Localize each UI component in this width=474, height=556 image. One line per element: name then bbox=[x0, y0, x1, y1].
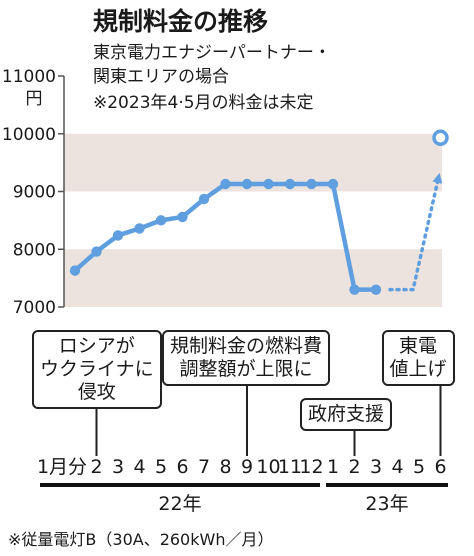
subtitle-line-3: ※2023年4·5月の料金は未定 bbox=[93, 93, 314, 113]
x-tick-label-0: 1月分 bbox=[37, 456, 87, 478]
annotation-line: 東電 bbox=[399, 335, 438, 357]
background-bands bbox=[64, 133, 442, 307]
data-point-4 bbox=[155, 215, 167, 226]
x-tick-label-8: 9 bbox=[241, 456, 253, 478]
x-tick-label-11: 12 bbox=[299, 456, 323, 478]
annotation-box-3: 東電 値上げ bbox=[381, 330, 455, 386]
annotation-line: 調整額が上限に bbox=[179, 358, 313, 380]
x-tick-label-3: 4 bbox=[133, 456, 145, 478]
data-point-12 bbox=[327, 178, 339, 190]
annotation-box-0: ロシアが ウクライナに 侵攻 bbox=[32, 330, 162, 409]
x-tick-label-16: 5 bbox=[413, 456, 425, 478]
year-label-23: 23年 bbox=[365, 493, 408, 515]
year-label-22: 22年 bbox=[158, 493, 201, 515]
data-point-2 bbox=[112, 230, 124, 241]
y-tick-label-8000: 8000 bbox=[13, 240, 56, 260]
x-tick-label-7: 8 bbox=[219, 456, 231, 478]
x-tick-label-17: 6 bbox=[434, 456, 446, 478]
x-tick-label-14: 3 bbox=[370, 456, 382, 478]
band-0 bbox=[64, 249, 442, 307]
x-tick-label-2: 3 bbox=[112, 456, 124, 478]
annotation-line: ロシアが bbox=[58, 335, 135, 357]
x-tick-label-6: 7 bbox=[198, 456, 210, 478]
projection-point bbox=[432, 129, 449, 147]
annotation-guides bbox=[95, 386, 442, 456]
annotation-line: 侵攻 bbox=[77, 381, 116, 403]
data-point-14 bbox=[370, 284, 382, 295]
footnote: ※従量電灯B（30A、260kWh／月） bbox=[8, 530, 274, 549]
subtitle-line-2: 関東エリアの場合 bbox=[93, 67, 229, 87]
x-tick-label-1: 2 bbox=[90, 456, 102, 478]
annotation-box-1: 規制料金の燃料費 調整額が上限に bbox=[162, 330, 331, 386]
subtitle-line-1: 東京電力エナジーパートナー・ bbox=[93, 43, 331, 63]
data-point-0 bbox=[69, 265, 81, 276]
y-unit-label: 円 bbox=[26, 89, 43, 109]
x-tick-label-9: 10 bbox=[256, 456, 280, 478]
x-tick-label-5: 6 bbox=[176, 456, 188, 478]
annotation-line: 規制料金の燃料費 bbox=[170, 335, 323, 357]
data-point-9 bbox=[263, 178, 274, 190]
x-tick-label-10: 11 bbox=[278, 456, 302, 478]
chart-title: 規制料金の推移 bbox=[93, 7, 269, 36]
data-points bbox=[69, 129, 449, 295]
annotation-line: 政府支援 bbox=[308, 403, 385, 425]
annotation-line: 値上げ bbox=[389, 358, 447, 380]
x-tick-label-4: 5 bbox=[155, 456, 167, 478]
data-point-3 bbox=[134, 223, 145, 234]
annotation-line: ウクライナに bbox=[40, 358, 154, 380]
data-point-10 bbox=[284, 178, 296, 190]
data-point-5 bbox=[177, 211, 188, 223]
data-point-13 bbox=[349, 284, 360, 295]
x-tick-label-13: 2 bbox=[348, 456, 360, 478]
data-point-1 bbox=[91, 246, 102, 257]
projection-line bbox=[388, 172, 443, 292]
data-point-11 bbox=[306, 178, 317, 190]
y-tick-label-7000: 7000 bbox=[13, 298, 56, 318]
y-tick-label-11000: 11000 bbox=[2, 67, 56, 87]
data-point-7 bbox=[220, 178, 231, 190]
x-tick-label-12: 1 bbox=[327, 456, 339, 478]
data-point-8 bbox=[241, 178, 253, 190]
x-tick-label-15: 4 bbox=[391, 456, 403, 478]
data-point-6 bbox=[198, 193, 210, 205]
annotation-box-2: 政府支援 bbox=[300, 398, 393, 431]
y-tick-label-9000: 9000 bbox=[13, 183, 56, 203]
y-tick-label-10000: 10000 bbox=[2, 125, 56, 145]
